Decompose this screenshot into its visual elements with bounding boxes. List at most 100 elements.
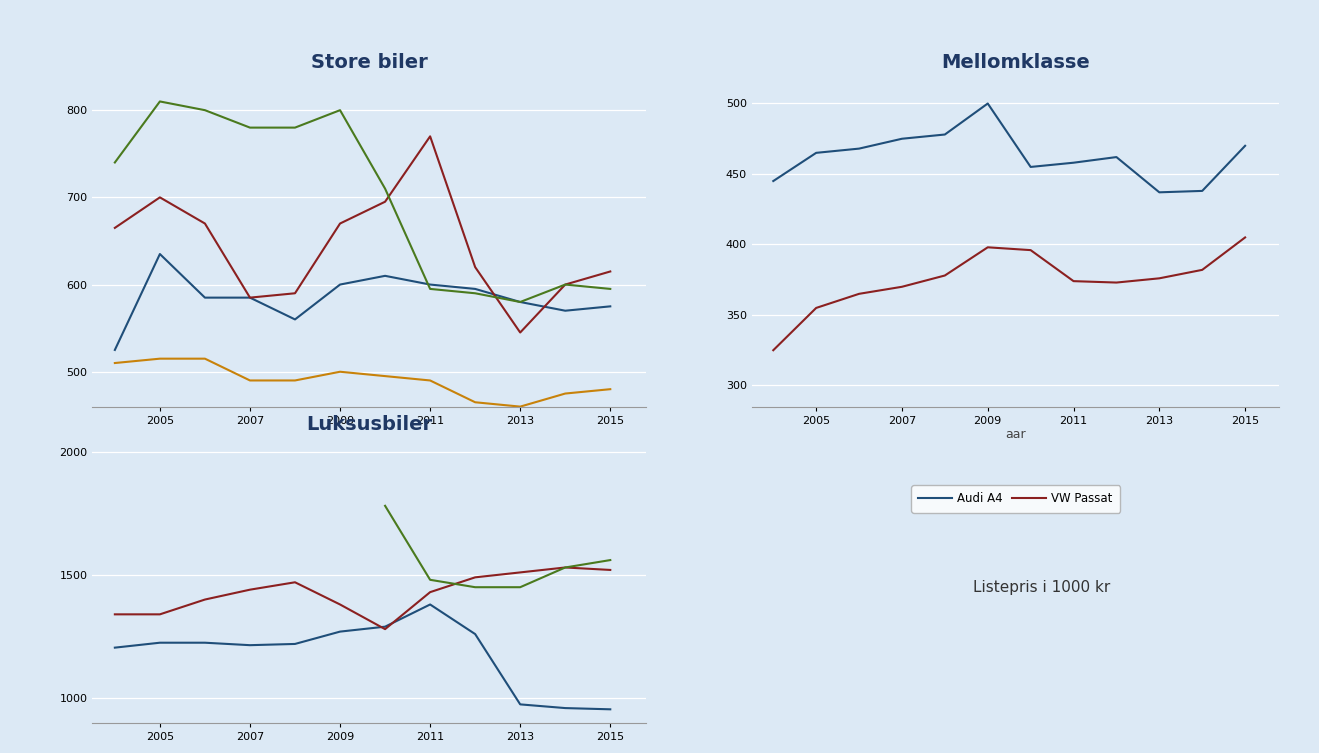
MB CLS <box>467 630 483 639</box>
Audi A6 <box>152 249 168 258</box>
Audi A4 <box>765 176 781 185</box>
MB E-klasse <box>197 105 212 114</box>
Porsche Panamera <box>512 583 528 592</box>
MB S-klasse <box>422 587 438 596</box>
VW Passat <box>894 282 910 291</box>
MB S-klasse <box>512 568 528 577</box>
MB CLS <box>332 627 348 636</box>
VW Passat <box>980 242 996 252</box>
VW Passat <box>1022 245 1038 255</box>
BMW 5-serie <box>558 280 574 289</box>
X-axis label: aar: aar <box>1005 428 1026 441</box>
Audi A6 <box>467 285 483 294</box>
Audi A6 <box>603 302 619 311</box>
Volvo V70 <box>107 358 123 367</box>
BMW 5-serie <box>243 293 259 302</box>
Line: VW Passat: VW Passat <box>773 237 1245 350</box>
MB CLS <box>603 705 619 714</box>
Audi A4 <box>1108 153 1124 162</box>
VW Passat <box>936 271 952 280</box>
MB S-klasse <box>152 610 168 619</box>
Audi A4 <box>894 134 910 143</box>
MB E-klasse <box>288 123 303 132</box>
Legend: Audi A4, VW Passat: Audi A4, VW Passat <box>911 486 1120 513</box>
Porsche Panamera <box>377 501 393 511</box>
Audi A4 <box>1022 163 1038 172</box>
BMW 5-serie <box>288 288 303 297</box>
Audi A6 <box>107 346 123 355</box>
Line: MB S-klasse: MB S-klasse <box>115 568 611 630</box>
Text: Listepris i 1000 kr: Listepris i 1000 kr <box>973 580 1111 595</box>
Porsche Panamera <box>422 575 438 584</box>
Volvo V70 <box>512 402 528 411</box>
Title: Store biler: Store biler <box>311 53 427 72</box>
VW Passat <box>1151 274 1167 283</box>
Porsche Panamera <box>603 556 619 565</box>
MB E-klasse <box>558 280 574 289</box>
Line: Audi A4: Audi A4 <box>773 103 1245 192</box>
Volvo V70 <box>332 367 348 376</box>
Volvo V70 <box>288 376 303 385</box>
Audi A6 <box>197 293 212 302</box>
Line: Porsche Panamera: Porsche Panamera <box>385 506 611 587</box>
BMW 5-serie <box>512 328 528 337</box>
MB E-klasse <box>512 297 528 306</box>
MB S-klasse <box>107 610 123 619</box>
MB CLS <box>197 639 212 648</box>
Audi A4 <box>936 130 952 139</box>
BMW 5-serie <box>107 224 123 233</box>
Legend: Audi A6, MB E-klasse, BMW 5-serie, Volvo V70: Audi A6, MB E-klasse, BMW 5-serie, Volvo… <box>247 472 492 518</box>
Line: Audi A6: Audi A6 <box>115 254 611 350</box>
MB CLS <box>288 639 303 648</box>
Volvo V70 <box>603 385 619 394</box>
VW Passat <box>1108 278 1124 287</box>
Audi A4 <box>1151 187 1167 197</box>
Volvo V70 <box>377 371 393 380</box>
MB CLS <box>512 700 528 709</box>
Volvo V70 <box>243 376 259 385</box>
Volvo V70 <box>197 354 212 363</box>
MB S-klasse <box>243 585 259 594</box>
Title: Luksusbiler: Luksusbiler <box>306 415 433 434</box>
Line: BMW 5-serie: BMW 5-serie <box>115 136 611 333</box>
MB E-klasse <box>603 285 619 294</box>
Audi A6 <box>512 297 528 306</box>
MB CLS <box>422 600 438 609</box>
Volvo V70 <box>558 389 574 398</box>
Audi A4 <box>809 148 824 157</box>
Audi A6 <box>422 280 438 289</box>
Audi A6 <box>558 306 574 316</box>
Audi A4 <box>980 99 996 108</box>
MB E-klasse <box>332 105 348 114</box>
BMW 5-serie <box>422 132 438 141</box>
BMW 5-serie <box>332 219 348 228</box>
BMW 5-serie <box>603 267 619 276</box>
Line: Volvo V70: Volvo V70 <box>115 358 611 407</box>
Audi A6 <box>288 315 303 324</box>
Volvo V70 <box>152 354 168 363</box>
MB S-klasse <box>197 595 212 604</box>
Audi A6 <box>332 280 348 289</box>
VW Passat <box>1194 265 1210 274</box>
Volvo V70 <box>422 376 438 385</box>
Line: MB E-klasse: MB E-klasse <box>115 102 611 302</box>
MB CLS <box>243 641 259 650</box>
MB S-klasse <box>467 573 483 582</box>
MB E-klasse <box>467 288 483 297</box>
BMW 5-serie <box>377 197 393 206</box>
Audi A6 <box>377 271 393 280</box>
MB CLS <box>377 622 393 631</box>
Audi A4 <box>851 144 867 153</box>
VW Passat <box>851 289 867 298</box>
MB S-klasse <box>603 566 619 575</box>
VW Passat <box>765 346 781 355</box>
VW Passat <box>1237 233 1253 242</box>
MB S-klasse <box>288 578 303 587</box>
MB CLS <box>107 643 123 652</box>
BMW 5-serie <box>197 219 212 228</box>
Audi A4 <box>1194 187 1210 196</box>
Volvo V70 <box>467 398 483 407</box>
Audi A4 <box>1237 142 1253 151</box>
MB E-klasse <box>377 184 393 194</box>
MB S-klasse <box>332 600 348 609</box>
